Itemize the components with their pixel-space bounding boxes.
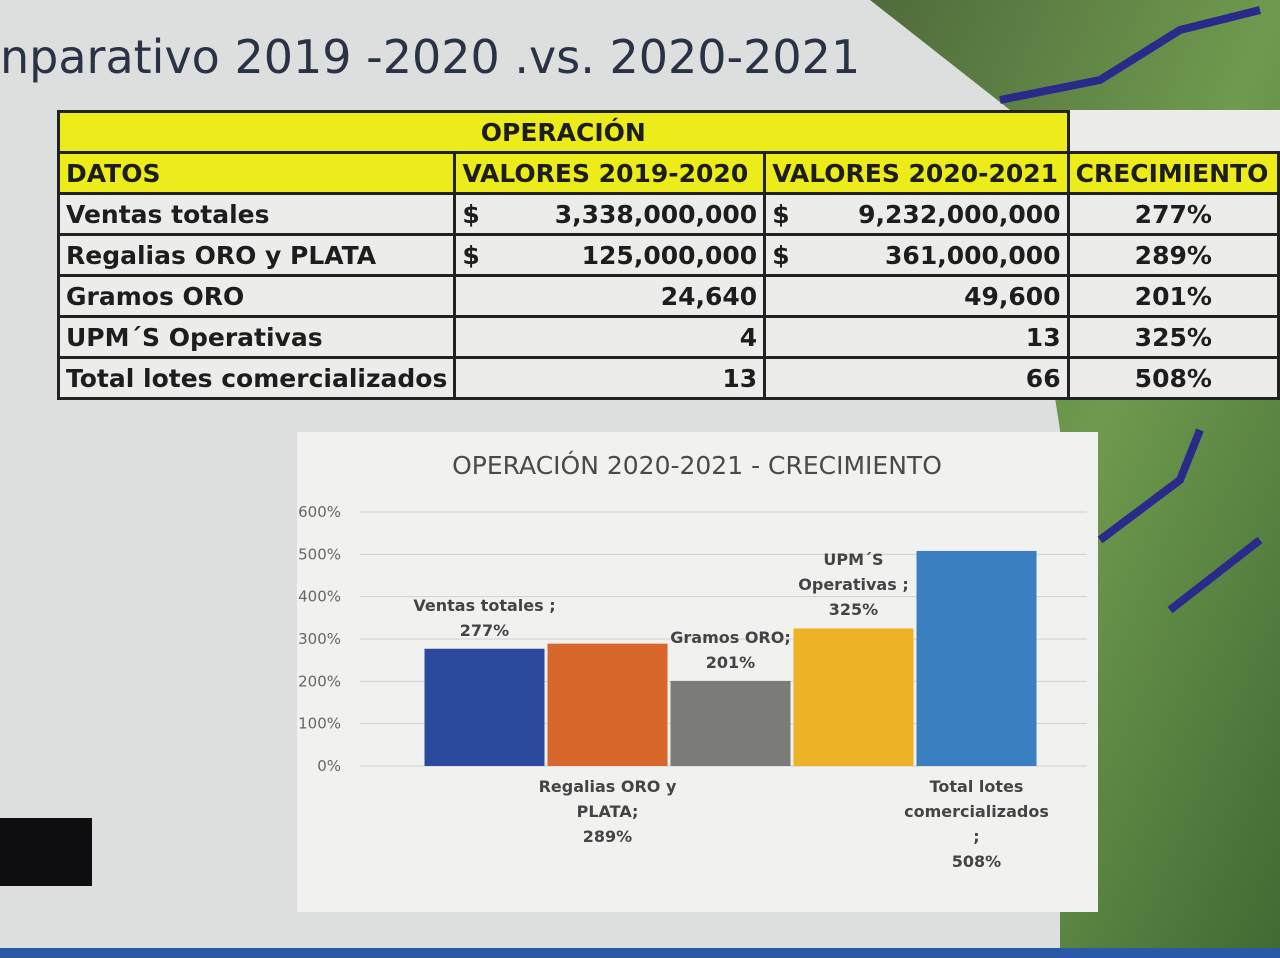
value-cell: 13	[453, 356, 767, 400]
category-label: Gramos ORO;	[670, 627, 791, 647]
column-header: VALORES 2019-2020	[453, 151, 767, 195]
y-tick-label: 500%	[298, 545, 341, 563]
amount: 125,000,000	[581, 240, 758, 270]
bar	[916, 550, 1037, 766]
money: $3,338,000,000	[462, 200, 757, 229]
table-row: Ventas totales $3,338,000,000 $9,232,000,0…	[56, 192, 1280, 236]
amount: 24,640	[660, 281, 758, 311]
value-cell: $9,232,000,000	[763, 192, 1070, 236]
amount: 13	[1025, 322, 1061, 352]
amount: 13	[722, 363, 758, 393]
value-label: 325%	[828, 600, 879, 620]
value-label: 508%	[951, 852, 1002, 871]
table-row: UPM´S Operativas 4 13 325%	[56, 315, 1280, 359]
amount: 361,000,000	[885, 240, 1061, 270]
bar	[547, 643, 668, 766]
bar	[793, 628, 914, 766]
bar	[670, 680, 791, 766]
amount: 66	[1025, 363, 1061, 393]
growth: 508%	[1066, 356, 1280, 400]
growth: 201%	[1066, 274, 1280, 318]
value-label: 277%	[459, 620, 510, 640]
data-label: Ventas totales ; 277%	[410, 593, 560, 643]
y-tick-label: 200%	[298, 672, 341, 690]
money: $361,000,000	[772, 241, 1060, 270]
amount: 3,338,000,000	[554, 199, 758, 229]
value-cell: 13	[763, 315, 1070, 359]
row-label: Regalias ORO y PLATA	[56, 233, 457, 277]
chart: OPERACIÓN 2020-2021 - CRECIMIENTO 0% 100%…	[297, 432, 1098, 912]
table-row: Gramos ORO 24,640 49,600 201%	[56, 274, 1280, 318]
y-tick-label: 600%	[298, 503, 341, 521]
row-label: Ventas totales	[56, 192, 457, 236]
amount: 9,232,000,000	[858, 199, 1061, 229]
money: $9,232,000,000	[772, 200, 1060, 229]
row-label: Gramos ORO	[56, 274, 457, 318]
table-row: Regalias ORO y PLATA $125,000,000 $361,000…	[56, 233, 1280, 277]
y-tick-label: 400%	[298, 588, 341, 606]
category-label: Regalias ORO y PLATA;	[538, 777, 677, 821]
category-label: Ventas totales ;	[413, 595, 556, 615]
growth: 325%	[1066, 315, 1280, 359]
value-label: 201%	[705, 652, 756, 672]
column-header: VALORES 2020-2021	[763, 151, 1070, 195]
value-cell: $125,000,000	[453, 233, 767, 277]
amount: 49,600	[964, 281, 1061, 311]
column-header: DATOS	[56, 151, 457, 195]
row-label: UPM´S Operativas	[56, 315, 457, 359]
value-cell: $361,000,000	[763, 233, 1070, 277]
currency: $	[772, 240, 790, 270]
value-cell: 24,640	[453, 274, 767, 318]
column-header: CRECIMIENTO	[1066, 151, 1280, 195]
table-row: Total lotes comercializados 13 66 508%	[56, 356, 1280, 400]
row-label: Total lotes comercializados	[56, 356, 457, 400]
y-tick-label: 0%	[317, 757, 341, 775]
value-label: 289%	[582, 827, 633, 846]
chart-title: OPERACIÓN 2020-2021 - CRECIMIENTO	[452, 450, 942, 480]
slide-title: nparativo 2019 -2020 .vs. 2020-2021	[0, 30, 861, 84]
data-label: Total lotes comercializados ; 508%	[902, 774, 1052, 874]
currency: $	[462, 240, 480, 270]
data-table: OPERACIÓN DATOS VALORES 2019-2020 VALORES …	[56, 110, 1280, 400]
data-label: Regalias ORO y PLATA; 289%	[533, 774, 683, 849]
currency: $	[772, 199, 790, 229]
currency: $	[462, 199, 480, 229]
group-header: OPERACIÓN	[57, 110, 1070, 154]
y-tick-label: 300%	[298, 630, 341, 648]
value-cell: 49,600	[763, 274, 1070, 318]
growth: 289%	[1066, 233, 1280, 277]
growth: 277%	[1066, 192, 1280, 236]
category-label: Total lotes comercializados ;	[904, 777, 1049, 846]
data-label: Gramos ORO; 201%	[656, 625, 806, 675]
value-cell: 4	[453, 315, 767, 359]
money: $125,000,000	[462, 241, 757, 270]
y-tick-label: 100%	[298, 715, 341, 733]
amount: 4	[739, 322, 758, 352]
value-cell: 66	[763, 356, 1070, 400]
value-cell: $3,338,000,000	[453, 192, 767, 236]
bar	[424, 648, 545, 766]
category-label: UPM´S Operativas ;	[798, 550, 909, 595]
data-label: UPM´S Operativas ; 325%	[779, 547, 929, 622]
